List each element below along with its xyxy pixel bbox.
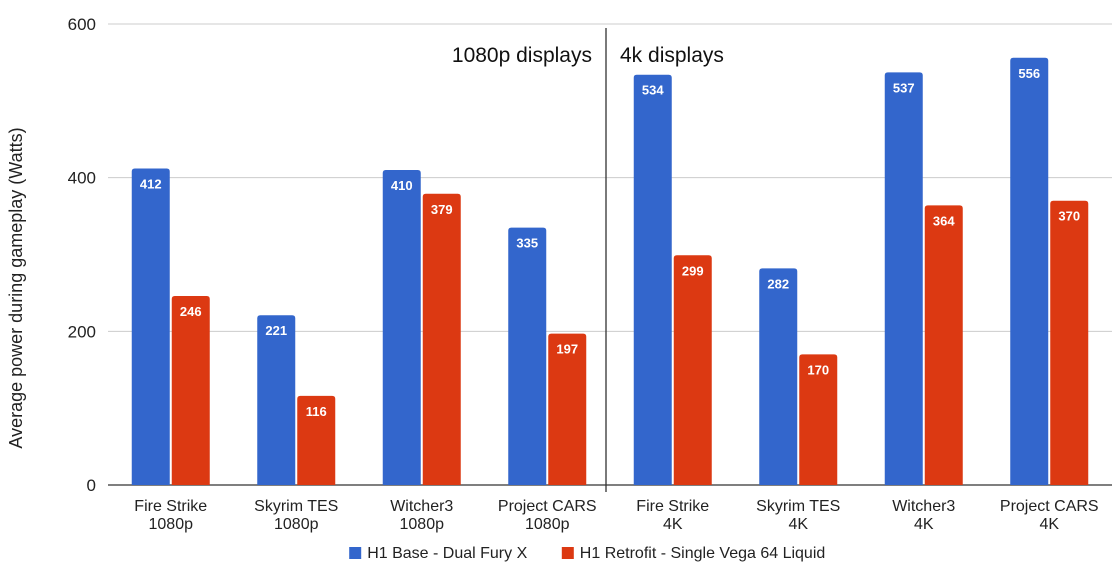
x-tick-label: Witcher3 1080p (390, 498, 453, 533)
legend-label: H1 Base - Dual Fury X (367, 545, 527, 562)
x-tick-label: Fire Strike 4K (636, 498, 709, 533)
bar-retrofit (673, 255, 712, 485)
x-axis-labels: Fire Strike 1080p Skyrim TES 1080p Witcher3 1… (134, 498, 1098, 533)
x-tick-label: Fire Strike 1080p (134, 498, 207, 533)
bar-base (884, 72, 923, 485)
x-tick-label: Skyrim TES 1080p (254, 498, 338, 533)
legend-label: H1 Retrofit - Single Vega 64 Liquid (580, 545, 825, 562)
data-label: 282 (767, 276, 789, 291)
annotation-1080p: 1080p displays (452, 44, 592, 67)
bar-base (257, 315, 296, 485)
data-label: 299 (682, 263, 704, 278)
bar-retrofit (924, 205, 963, 485)
data-label: 116 (306, 404, 327, 419)
bar-retrofit (1050, 200, 1089, 485)
data-label: 537 (893, 80, 915, 95)
y-tick-label: 200 (68, 322, 96, 341)
x-tick-label: Project CARS 4K (1000, 498, 1099, 533)
y-tick-label: 0 (87, 476, 96, 495)
x-tick-label: Skyrim TES 4K (756, 498, 840, 533)
data-label: 364 (933, 213, 955, 228)
legend-swatch-retrofit (561, 547, 574, 559)
data-label: 534 (642, 83, 664, 98)
data-label: 335 (516, 236, 538, 251)
bar-retrofit (799, 354, 838, 485)
legend-swatch-base (349, 547, 362, 559)
bar-base (633, 74, 672, 486)
bar-retrofit (548, 333, 587, 485)
x-tick-label: Witcher3 4K (892, 498, 955, 533)
bar-retrofit (171, 295, 210, 485)
y-axis-label: Average power during gameplay (Watts) (6, 127, 26, 448)
data-label: 556 (1018, 66, 1040, 81)
bar-base (759, 268, 798, 485)
data-label: 170 (807, 362, 829, 377)
data-label: 370 (1058, 209, 1080, 224)
data-label: 197 (556, 342, 578, 357)
bar-base (1010, 57, 1049, 485)
bar-retrofit (297, 395, 336, 485)
y-tick-label: 400 (68, 169, 96, 188)
annotation-4k: 4k displays (620, 44, 724, 67)
data-label: 221 (265, 323, 287, 338)
y-tick-label: 600 (68, 15, 96, 34)
bar-base (131, 168, 170, 486)
data-label: 379 (431, 202, 453, 217)
bars: 412 246 221 116 410 379 335 197 534 299 282 170 537 3… (131, 57, 1089, 486)
bar-base (382, 169, 421, 485)
x-tick-label: Project CARS 1080p (498, 498, 597, 533)
data-label: 412 (140, 176, 162, 191)
y-axis-ticks: 0 200 400 600 (68, 15, 96, 495)
legend: H1 Base - Dual Fury X H1 Retrofit - Singl… (349, 545, 825, 562)
data-label: 246 (180, 304, 202, 319)
data-label: 410 (391, 178, 413, 193)
bar-retrofit (422, 193, 461, 485)
bar-base (508, 227, 547, 485)
